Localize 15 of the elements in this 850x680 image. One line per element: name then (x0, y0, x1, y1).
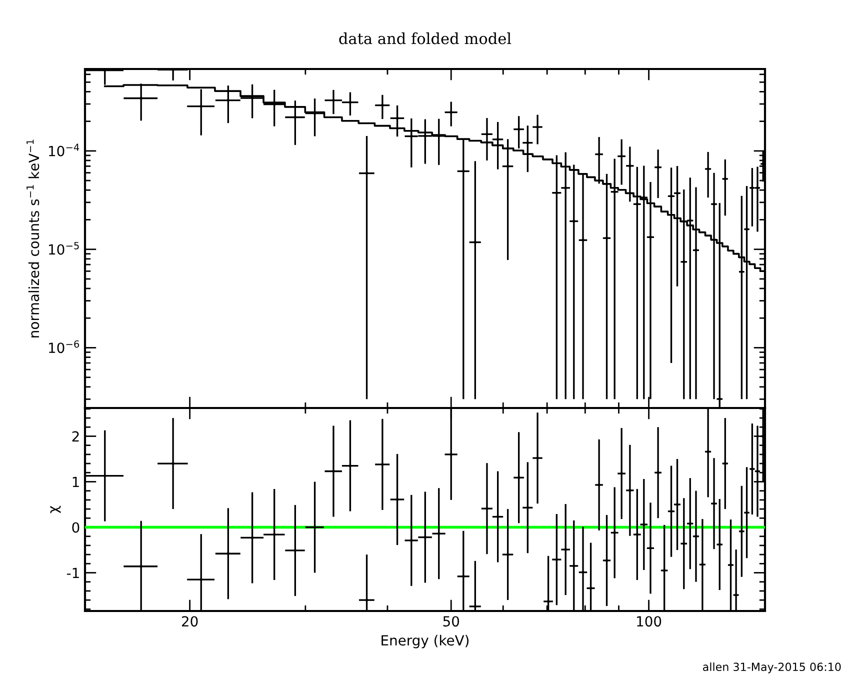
y-axis-title: normalized counts s$^{−1}$ keV$^{−1}$ (26, 140, 40, 338)
text: allen 31-May-2015 06:10 (703, 662, 841, 674)
y-tick-label: 10$^{−6}$ (49, 340, 80, 354)
y-tick-label: -1 (66, 568, 79, 578)
x-axis-title: Energy (keV) (382, 634, 469, 648)
y-axis-title: χ (50, 506, 61, 514)
y-tick-label: 0 (72, 522, 80, 533)
x-tick-label: 20 (182, 616, 198, 627)
y-tick-label: 2 (72, 431, 79, 442)
x-tick-label: 50 (443, 616, 460, 627)
y-tick-label: 10$^{−5}$ (49, 242, 79, 255)
y-tick-label: 10$^{−4}$ (49, 144, 80, 156)
chart-title: data and folded model (339, 32, 512, 44)
x-tick-label: 100 (637, 616, 662, 627)
y-tick-label: 1 (72, 476, 79, 488)
